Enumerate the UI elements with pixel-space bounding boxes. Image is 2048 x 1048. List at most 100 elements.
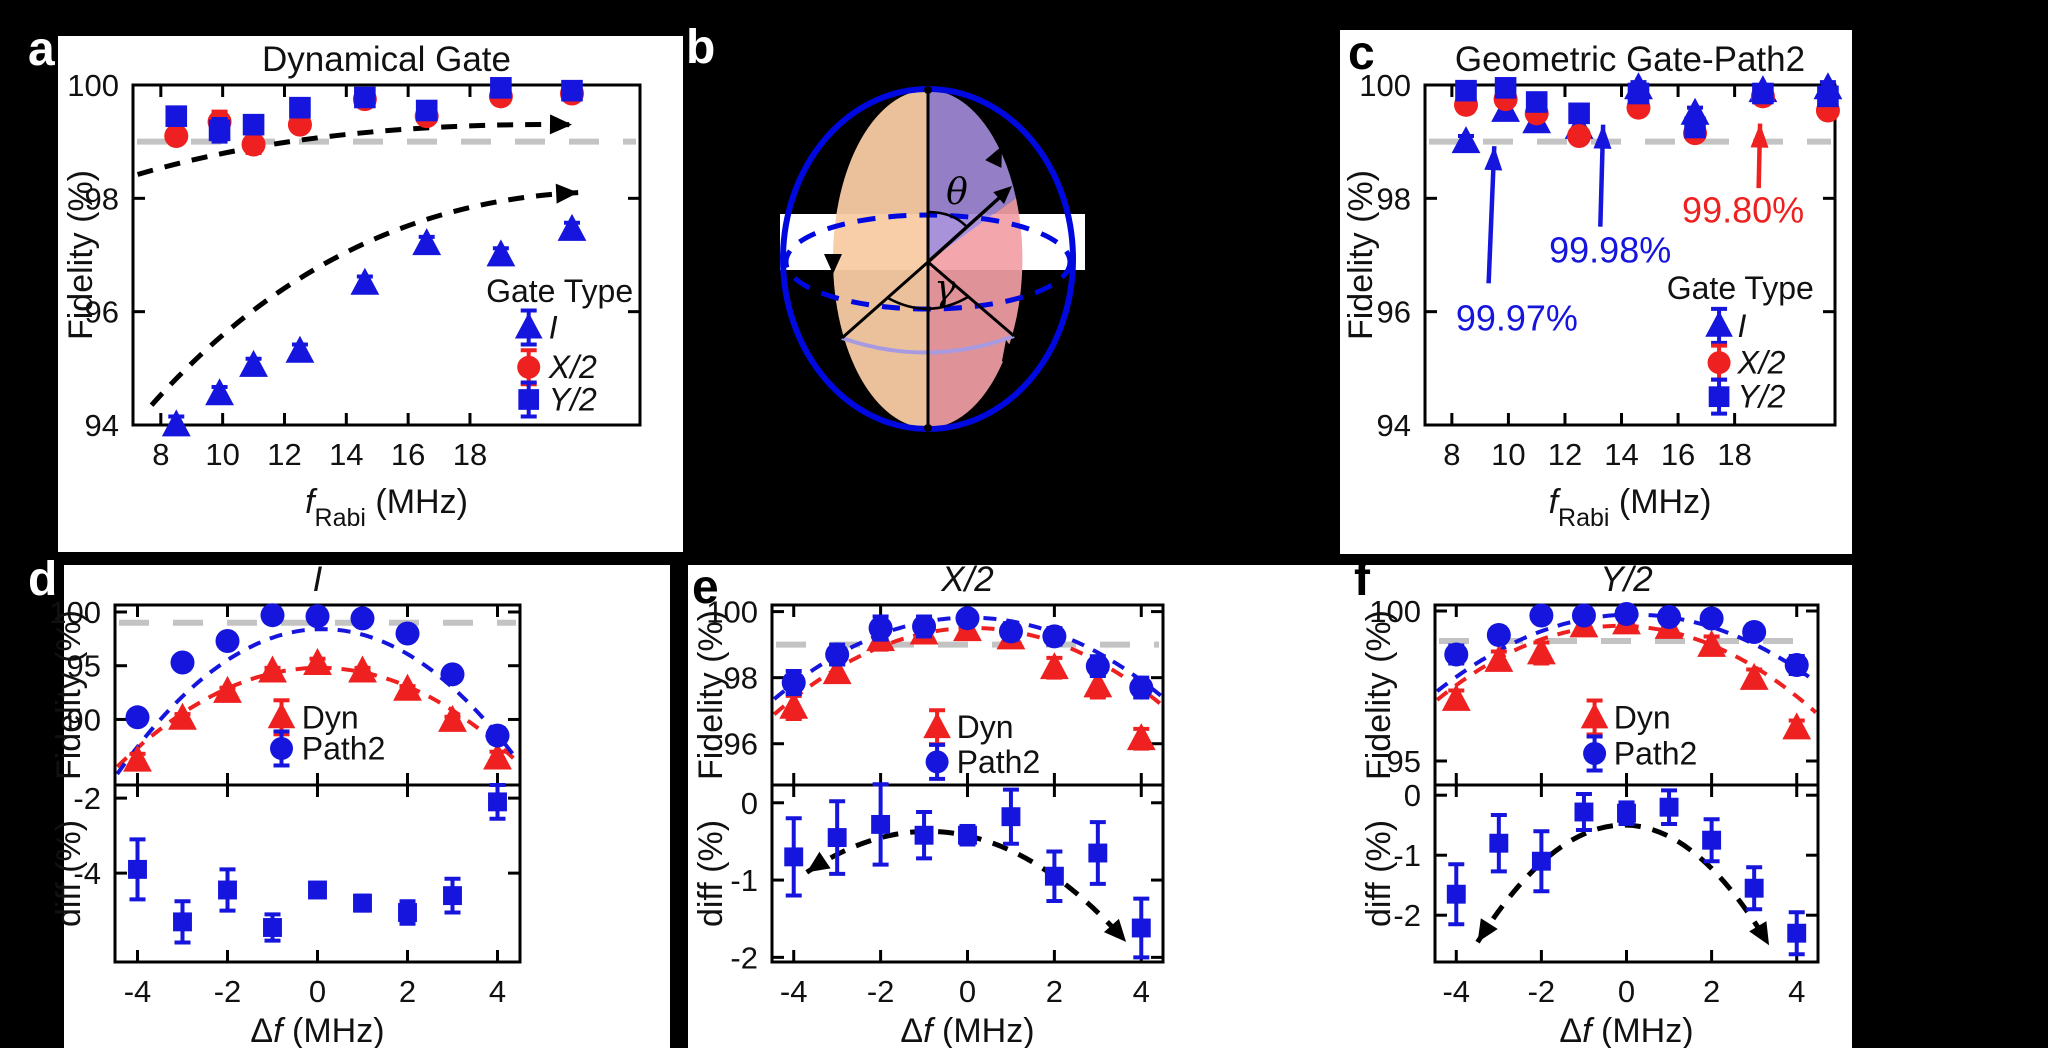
x-tick-label: 8: [152, 437, 169, 472]
annotation-99.80%: 99.80%: [1682, 190, 1804, 231]
legend-item-label: Path2: [302, 730, 386, 766]
south-pole-dot: [924, 424, 932, 432]
data-point-circle: [825, 642, 850, 667]
panel-a-plot: 8 10 12 14 16 18 94 96 98 100 Dynamical Gate Fideli…: [58, 36, 683, 552]
panel-label-c: c: [1348, 27, 1375, 80]
legend-item-label: I: [549, 310, 558, 346]
data-point-circle: [164, 124, 189, 148]
data-point-circle: [1657, 605, 1682, 629]
data-point-triangle: [1039, 652, 1069, 680]
data-point-triangle: [123, 744, 152, 772]
data-point-circle: [1085, 654, 1110, 679]
arrow-head: [1484, 146, 1503, 171]
data-point-square: [1574, 802, 1594, 822]
data-point-circle: [305, 604, 330, 629]
lune-pink: [928, 198, 1023, 428]
x-tick-label: -2: [214, 974, 242, 1009]
data-point-square: [1787, 923, 1807, 943]
arrow-head: [1593, 124, 1612, 149]
data-point-triangle: [923, 712, 951, 739]
arrow-head: [555, 183, 579, 204]
data-point-triangle: [1782, 712, 1812, 740]
y-tick-label: 0: [741, 786, 758, 821]
y-tick-label: 100: [706, 595, 758, 630]
arrow-head: [1477, 918, 1498, 943]
y-tick-label: 100: [49, 595, 101, 630]
data-point-square: [1446, 884, 1466, 904]
data-point-triangle: [483, 742, 512, 770]
x-tick-label: 12: [1548, 437, 1582, 472]
legend-item-label: Dyn: [302, 699, 359, 735]
data-point-square: [490, 77, 512, 99]
data-point-square: [1531, 851, 1551, 871]
data-point-square: [1525, 91, 1548, 113]
data-point-square: [958, 825, 977, 845]
gamma-label: γ: [934, 268, 956, 309]
data-point-triangle: [350, 267, 380, 295]
panel-b-bloch-sphere: θγ: [780, 86, 1085, 432]
x-axis-label: Δf (MHz): [1559, 1012, 1693, 1048]
x-tick-label: 16: [1661, 437, 1695, 472]
annotation-99.98%: 99.98%: [1549, 229, 1671, 270]
arrow-head: [1103, 918, 1127, 942]
y-tick-label: 100: [1369, 594, 1421, 629]
axes-box: [131, 83, 642, 427]
data-point-circle: [1583, 742, 1607, 765]
data-point-triangle: [1083, 670, 1113, 698]
data-point-circle: [270, 736, 293, 760]
x-axis-label: Δf (MHz): [900, 1012, 1034, 1048]
data-point-triangle: [205, 378, 234, 406]
y-tick-label: 90: [67, 702, 101, 737]
data-point-circle: [1529, 603, 1554, 628]
data-point-square: [827, 828, 847, 848]
data-point-triangle: [514, 312, 543, 339]
data-point-square: [1489, 833, 1509, 853]
data-point-square: [1568, 102, 1590, 125]
x-axis-label: fRabi (MHz): [1549, 483, 1712, 532]
data-point-square: [354, 86, 376, 109]
data-point-circle: [170, 650, 195, 675]
data-point-square: [1044, 866, 1064, 886]
gamma-arc: [887, 295, 969, 310]
data-point-triangle: [779, 691, 809, 719]
data-point-circle: [1571, 603, 1596, 628]
y-axis-label: diff (%): [1360, 820, 1398, 927]
panel-title: Y/2: [1600, 560, 1653, 599]
y-tick-label: -2: [73, 781, 101, 816]
x-tick-label: 0: [309, 974, 326, 1009]
data-point-circle: [1742, 620, 1767, 644]
legend-item-label: Path2: [957, 744, 1041, 780]
x-tick-label: 0: [1618, 974, 1635, 1009]
data-point-circle: [998, 619, 1023, 644]
data-point-square: [353, 893, 372, 913]
data-point-circle: [1784, 653, 1809, 677]
data-point-square: [308, 880, 327, 900]
data-point-circle: [1699, 606, 1724, 631]
fit-curve: [115, 627, 520, 776]
data-point-square: [1708, 386, 1730, 408]
theta-arc: [927, 210, 967, 227]
y-axis-label: diff (%): [692, 820, 730, 927]
x-tick-label: 2: [1046, 974, 1063, 1009]
data-point-circle: [925, 750, 949, 774]
data-point-square: [518, 389, 540, 410]
y-axis-label: Fidelity (%): [50, 610, 88, 780]
y-tick-label: 100: [67, 68, 119, 103]
y-tick-label: -1: [730, 863, 758, 898]
data-point-triangle: [1126, 723, 1156, 751]
y-tick-label: 94: [1377, 408, 1411, 443]
data-point-triangle: [438, 704, 467, 732]
y-tick-label: 94: [85, 408, 119, 443]
legend-title: Gate Type: [1667, 270, 1814, 306]
arrow-head: [1001, 340, 1020, 362]
data-point-triangle: [1484, 644, 1514, 672]
data-point-triangle: [168, 702, 197, 730]
data-point-square: [208, 119, 231, 142]
state-vector: [926, 188, 1010, 264]
gamma-leg-right: [927, 260, 1015, 338]
data-point-square: [1659, 797, 1679, 817]
x-tick-label: 2: [399, 974, 416, 1009]
data-point-circle: [440, 662, 465, 687]
